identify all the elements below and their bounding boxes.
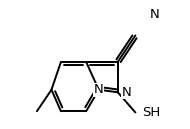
Text: N: N	[122, 86, 131, 99]
Text: SH: SH	[142, 106, 160, 119]
Text: N: N	[94, 83, 104, 96]
Text: N: N	[149, 7, 159, 21]
